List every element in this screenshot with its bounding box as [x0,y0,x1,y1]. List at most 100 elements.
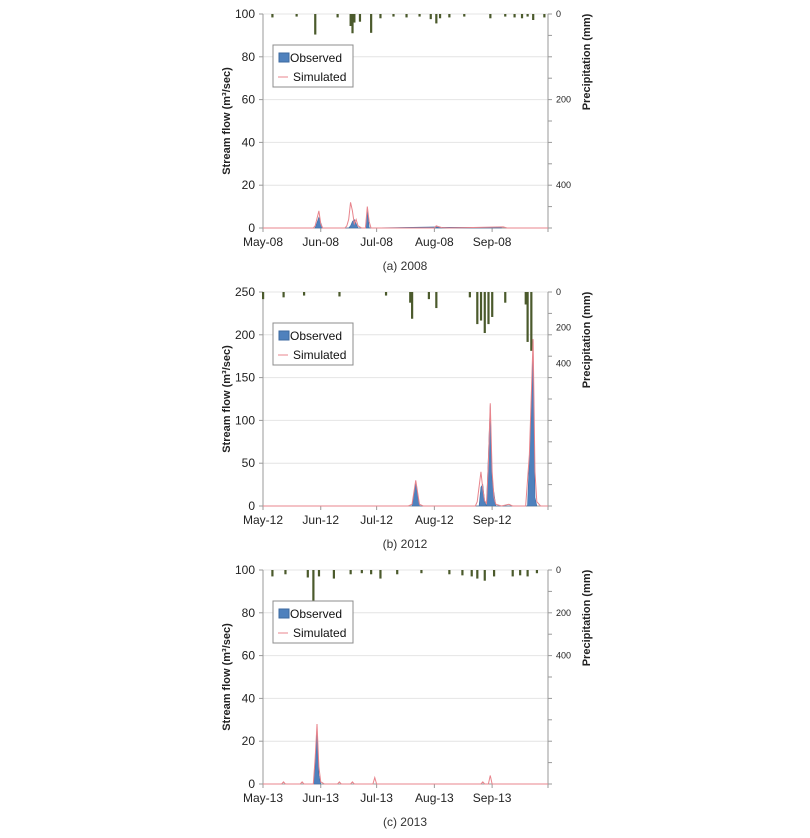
precip-bar [461,570,464,576]
y2-tick-label: 200 [556,608,571,618]
panel-caption: (b) 2012 [383,537,428,551]
y2-axis-label: Precipitation (mm) [581,291,593,388]
y-tick-label: 80 [242,50,256,64]
y-tick-label: 40 [242,135,256,149]
precip-bar [519,570,522,576]
y-tick-label: 80 [242,606,256,620]
x-tick-label: Sep-08 [473,235,512,249]
chart-panel-2: 0 50 100 150 200 250 0 200 400 May-12 Jun-12 Jul-12… [221,285,593,551]
precip-bar [438,14,442,19]
x-tick-label: Jul-12 [360,513,393,527]
x-tick-label: Aug-08 [415,235,454,249]
simulated-line [263,339,548,507]
y2-tick-label: 400 [556,358,571,368]
precip-bar [420,570,423,574]
chart-panel-3: 0 20 40 60 80 100 0 200 400 May-13 Jun-13 Jul-13 Aug… [221,563,593,829]
precip-bar [358,14,362,22]
precip-bar [427,292,430,300]
precip-bar [483,292,486,334]
precip-bar [317,570,321,577]
precip-bar [526,570,529,577]
y-tick-label: 250 [235,285,255,299]
x-tick-label: Sep-12 [473,513,512,527]
x-tick-label: Jul-13 [360,791,393,805]
precip-bar [470,570,473,577]
precip-bar [332,570,335,579]
precip-bar [271,14,274,18]
precip-bar [271,570,274,577]
y-tick-label: 200 [235,328,255,342]
x-tick-label: May-13 [243,791,283,805]
panel-caption: (a) 2008 [383,259,428,273]
legend-label-simulated: Simulated [293,348,346,362]
precip-bar [295,14,298,17]
y2-tick-label: 0 [556,565,561,575]
legend-swatch-observed [278,330,290,341]
y-tick-label: 40 [242,691,256,705]
legend-label-observed: Observed [290,607,342,621]
legend-label-observed: Observed [290,329,342,343]
precip-bar [411,292,414,319]
precip-bar [379,14,382,19]
y-tick-label: 50 [242,456,256,470]
x-tick-label: Sep-13 [473,791,512,805]
panel-caption: (c) 2013 [383,815,427,829]
precip-bar [360,570,363,574]
x-tick-label: Aug-12 [415,513,454,527]
chart-panel-1: 0 20 40 60 80 100 0 200 400 May-08 Jun-08 Jul-08 Aug… [221,7,593,273]
precip-bar [302,292,306,296]
x-tick-label: Jul-08 [360,235,393,249]
y-axis-label: Stream flow (m³/sec) [221,345,233,453]
precip-bar [492,570,496,577]
precip-bar [504,292,507,303]
precip-bar [370,14,373,33]
simulated-line [263,202,548,229]
precip-bar [489,14,492,19]
precip-bar [338,292,341,297]
y2-tick-label: 200 [556,323,571,333]
precip-bar [448,570,451,575]
precip-bar [513,14,516,18]
precip-bar [543,14,546,18]
precip-bar [526,14,529,17]
precip-bar [476,570,479,579]
y-tick-label: 0 [248,221,255,235]
precip-bar [282,292,285,298]
precip-bar [532,14,535,20]
precip-bar [468,292,471,298]
y-tick-label: 60 [242,93,256,107]
legend-label-simulated: Simulated [293,70,346,84]
precip-bar [511,570,514,577]
legend-label-observed: Observed [290,51,342,65]
y2-axis-label: Precipitation (mm) [581,569,593,666]
precip-bar [448,14,451,18]
precip-bar [524,292,527,305]
y-tick-label: 0 [248,499,255,513]
y-axis-label: Stream flow (m³/sec) [221,67,233,175]
precip-bar [504,14,507,17]
y2-tick-label: 400 [556,651,571,661]
y-tick-label: 150 [235,371,255,385]
precip-bar [353,14,356,23]
precip-bar [409,292,412,303]
precip-bar [405,14,408,18]
precip-bar [520,14,524,19]
precip-bar [349,570,352,575]
legend-box [272,44,354,88]
precip-bar [435,14,438,24]
y2-tick-label: 400 [556,180,571,190]
x-tick-label: May-08 [243,235,283,249]
simulated-line [263,724,548,785]
precip-bar [530,292,533,351]
precip-bar [262,292,265,300]
x-tick-label: May-12 [243,513,283,527]
precip-bar [476,292,479,325]
y-tick-label: 100 [235,413,255,427]
precip-bar [306,570,309,578]
y-axis-label: Stream flow (m³/sec) [221,623,233,731]
x-tick-label: Jun-13 [302,791,339,805]
precip-bar [526,292,529,342]
precip-bar [349,14,352,26]
x-tick-label: Jun-12 [302,513,339,527]
precip-bar [535,570,539,574]
